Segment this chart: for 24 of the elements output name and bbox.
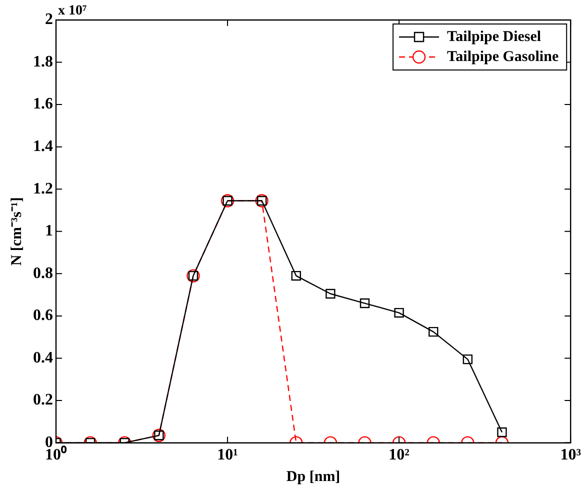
y-tick-label: 0.6: [33, 307, 53, 324]
legend-label: Tailpipe Gasoline: [447, 48, 559, 65]
point: [428, 326, 438, 337]
y-tick-label: 0.2: [33, 392, 53, 409]
y-tick-label: 2: [45, 11, 53, 28]
y-tick-label: 0.4: [33, 349, 53, 366]
point: [291, 270, 301, 281]
x-tick-label: 10⁰: [45, 446, 67, 464]
y-tick-label: 1.2: [33, 180, 53, 198]
y-tick-label: 0.8: [33, 264, 53, 282]
legend-label: Tailpipe Diesel: [447, 28, 542, 45]
x-axis-title: Dp [nm]: [286, 468, 340, 485]
text: x 10⁷: [58, 4, 87, 19]
point: [360, 298, 370, 308]
y-tick-label: 1: [45, 222, 53, 240]
x-tick-label: 10²: [388, 446, 410, 464]
y-tick-label: 1.4: [33, 138, 53, 155]
y-axis-title: N [cm⁻³s⁻¹]: [8, 197, 25, 266]
y-tick-label: 1.8: [33, 53, 53, 70]
point: [326, 288, 336, 299]
x-tick-label: 10¹: [217, 446, 238, 464]
x-tick-label: 10³: [560, 446, 582, 464]
point: [394, 308, 404, 318]
y-tick-label: 1.6: [33, 96, 53, 113]
